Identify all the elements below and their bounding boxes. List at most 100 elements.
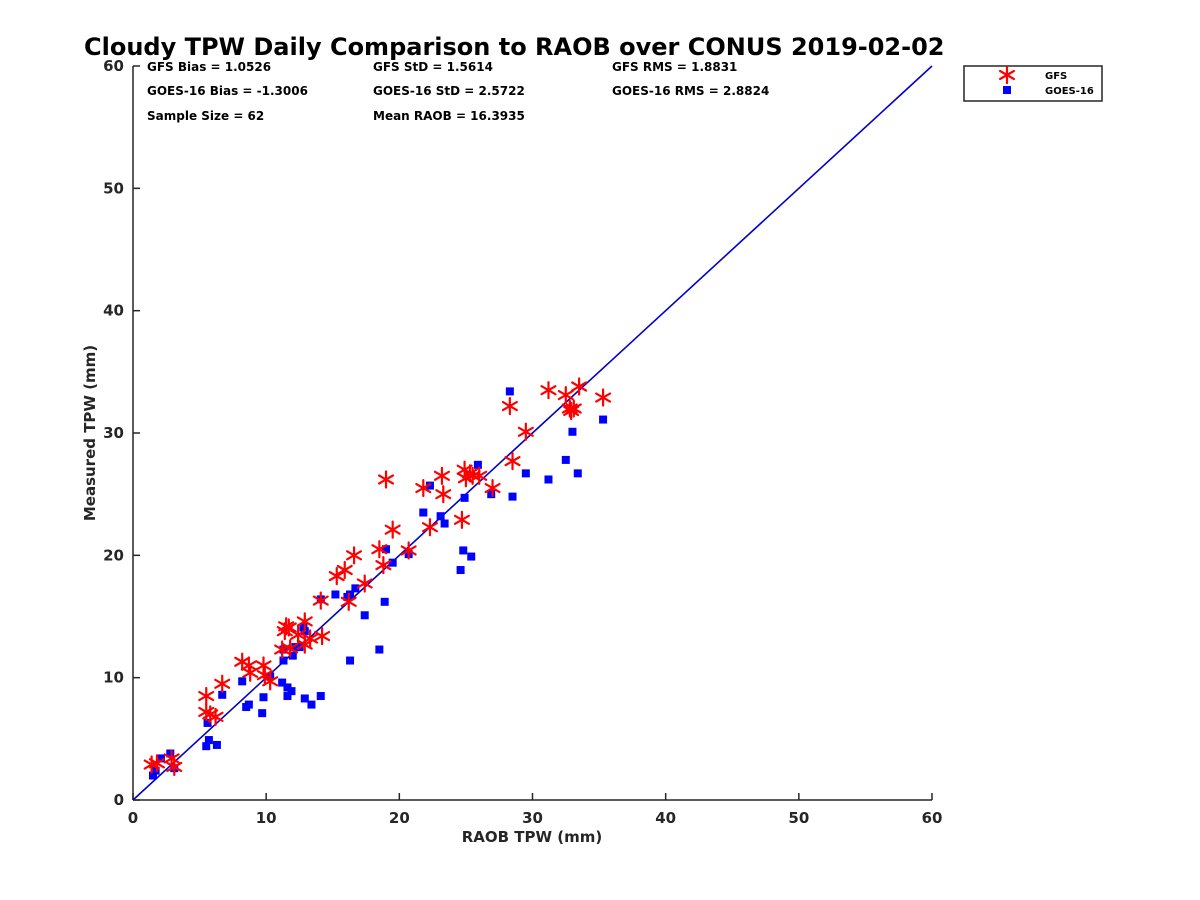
goes16-point (521, 469, 530, 478)
x-tick-label: 0 (128, 809, 138, 827)
goes16-point (346, 656, 355, 665)
x-axis-label: RAOB TPW (mm) (462, 828, 603, 846)
goes16-point (331, 590, 340, 599)
gfs-point (340, 592, 357, 611)
goes16-point (380, 597, 389, 606)
goes16-point (360, 611, 369, 620)
legend-goes16-marker (1003, 86, 1011, 94)
series-gfs (143, 377, 612, 777)
gfs-point (400, 541, 417, 560)
gfs-point (255, 656, 272, 675)
gfs-point (384, 520, 401, 539)
goes16-point (460, 493, 469, 502)
goes16-point (151, 766, 160, 775)
goes16-point (283, 692, 292, 701)
gfs-point (262, 672, 279, 691)
x-tick-label: 60 (922, 809, 943, 827)
y-tick-label: 60 (103, 57, 124, 75)
goes16-point (148, 771, 157, 780)
gfs-point (464, 466, 481, 485)
legend: GFS GOES-16 (963, 65, 1103, 102)
goes16-point (238, 677, 247, 686)
goes16-point (212, 740, 221, 749)
goes16-point (279, 656, 288, 665)
goes16-point (244, 700, 253, 709)
legend-gfs-label: GFS (1045, 71, 1067, 82)
goes16-point (459, 546, 468, 555)
legend-box (963, 65, 1103, 102)
stat-goes-bias: GOES-16 Bias = -1.3006 (147, 84, 308, 98)
gfs-point (433, 466, 450, 485)
gfs-point (163, 749, 180, 768)
goes16-point (202, 742, 211, 751)
goes16-point (505, 387, 514, 396)
gfs-point (242, 663, 259, 682)
goes16-point (218, 690, 227, 699)
y-tick-label: 40 (103, 302, 124, 320)
chart-title: Cloudy TPW Daily Comparison to RAOB over… (84, 33, 944, 61)
gfs-point (501, 396, 518, 416)
legend-gfs-marker (998, 65, 1016, 85)
goes16-point (508, 492, 517, 501)
goes16-point (467, 552, 476, 561)
gfs-point (198, 686, 215, 706)
gfs-point (377, 470, 395, 489)
goes16-point (436, 512, 445, 521)
stat-goes-rms: GOES-16 RMS = 2.8824 (612, 84, 769, 98)
gfs-point (356, 574, 373, 593)
y-tick-label: 10 (103, 669, 124, 687)
goes16-point (561, 455, 570, 464)
goes16-point (351, 584, 360, 593)
stat-gfs-std: GFS StD = 1.5614 (373, 60, 493, 74)
gfs-point (595, 388, 612, 407)
gfs-point (571, 377, 588, 396)
goes16-point (288, 651, 297, 660)
goes16-point (258, 709, 267, 718)
gfs-point (557, 385, 574, 405)
stat-gfs-rms: GFS RMS = 1.8831 (612, 60, 737, 74)
gfs-point (415, 478, 432, 498)
x-tick-label: 20 (389, 809, 410, 827)
goes16-point (204, 736, 213, 745)
gfs-point (282, 639, 299, 658)
gfs-point (540, 381, 557, 400)
goes16-point (487, 490, 496, 499)
stat-sample-size: Sample Size = 62 (147, 109, 264, 123)
gfs-point (375, 556, 392, 575)
y-tick-label: 0 (114, 791, 124, 809)
gfs-point (371, 540, 388, 559)
goes16-point (307, 700, 316, 709)
goes16-point (259, 693, 268, 702)
y-tick-label: 20 (103, 546, 124, 564)
gfs-point (565, 399, 582, 418)
goes16-point (599, 415, 608, 424)
goes16-point (473, 460, 482, 469)
goes16-point (573, 469, 582, 478)
gfs-point (148, 754, 165, 773)
y-axis-label: Measured TPW (mm) (81, 345, 99, 521)
gfs-point (471, 466, 488, 485)
y-tick-label: 30 (103, 424, 124, 442)
goes16-point (316, 692, 325, 701)
goes16-point (388, 558, 397, 567)
gfs-point (302, 629, 319, 648)
gfs-point (336, 560, 353, 580)
gfs-point (296, 612, 313, 631)
gfs-point (346, 546, 363, 565)
x-tick-label: 40 (655, 809, 676, 827)
gfs-point (453, 510, 470, 529)
goes16-point (166, 749, 175, 758)
statistics-block: GFS Bias = 1.0526 GFS StD = 1.5614 GFS R… (147, 60, 769, 123)
series-goes16 (148, 387, 608, 780)
goes16-point (300, 694, 309, 703)
goes16-point (544, 475, 553, 484)
goes16-point (278, 678, 287, 687)
goes16-point (425, 481, 434, 490)
stat-gfs-bias: GFS Bias = 1.0526 (147, 60, 271, 74)
y-tick-label: 50 (103, 179, 124, 197)
stat-mean-raob: Mean RAOB = 16.3935 (373, 109, 525, 123)
gfs-point (166, 757, 183, 777)
goes16-point (375, 645, 384, 654)
goes16-point (382, 545, 391, 554)
